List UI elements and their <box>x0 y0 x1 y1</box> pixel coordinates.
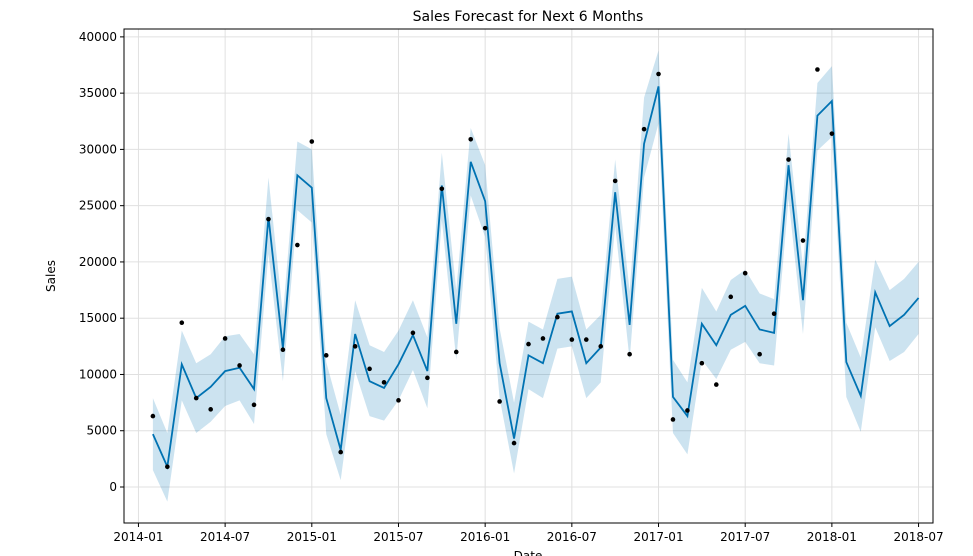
actual-point <box>540 336 546 341</box>
y-tick-label: 35000 <box>79 86 117 100</box>
y-tick-label: 20000 <box>79 255 117 269</box>
actual-point <box>208 407 213 412</box>
x-axis-label: Date <box>514 549 543 556</box>
y-tick-label: 0 <box>109 480 117 494</box>
y-tick-label: 25000 <box>79 199 117 213</box>
actual-point <box>381 380 387 385</box>
chart-title: Sales Forecast for Next 6 Months <box>413 9 644 25</box>
actual-point <box>237 363 242 368</box>
actual-point <box>757 351 762 357</box>
actual-point <box>742 270 748 276</box>
actual-point <box>583 337 589 342</box>
actual-point <box>280 347 286 353</box>
actual-point <box>670 417 676 422</box>
actual-point <box>193 395 199 401</box>
x-tick-label: 2015-01 <box>287 530 337 544</box>
x-tick-label: 2018-01 <box>807 530 857 544</box>
x-tick-label: 2015-07 <box>373 530 423 544</box>
x-tick-label: 2017-01 <box>633 530 683 544</box>
actual-point <box>771 311 777 316</box>
x-tick-label: 2018-07 <box>893 530 943 544</box>
actual-point <box>511 440 517 446</box>
actual-point <box>482 225 488 231</box>
x-tick-label: 2014-01 <box>113 530 163 544</box>
actual-point <box>338 449 343 455</box>
actual-point <box>714 382 719 387</box>
actual-point <box>685 408 690 413</box>
actual-point <box>150 413 156 419</box>
uncertainty-band <box>152 50 919 502</box>
actual-point <box>367 366 372 372</box>
actual-point <box>295 242 300 248</box>
actual-point <box>251 402 257 408</box>
y-tick-label: 10000 <box>79 367 117 381</box>
actual-point <box>555 314 560 320</box>
actual-point <box>598 344 604 349</box>
actual-point <box>569 337 575 342</box>
actual-point <box>165 464 170 470</box>
actual-point <box>526 341 531 347</box>
plot-frame <box>123 28 934 524</box>
actual-point <box>323 353 329 358</box>
actual-point <box>699 360 705 366</box>
y-tick-label: 40000 <box>79 30 117 44</box>
actual-point <box>656 71 661 77</box>
actual-point <box>179 320 185 325</box>
y-tick-label: 30000 <box>79 142 117 156</box>
x-tick-label: 2016-01 <box>460 530 510 544</box>
y-tick-label: 15000 <box>79 311 117 325</box>
actual-point <box>439 186 445 192</box>
x-tick-label: 2017-07 <box>720 530 770 544</box>
actual-point <box>222 336 228 341</box>
actual-point <box>612 178 618 184</box>
x-tick-label: 2016-07 <box>547 530 597 544</box>
actual-point <box>627 351 632 357</box>
y-tick-label: 5000 <box>86 424 117 438</box>
x-tick-label: 2014-07 <box>200 530 250 544</box>
actual-point <box>468 136 474 142</box>
actual-point <box>728 294 734 300</box>
actual-point <box>786 157 791 162</box>
actual-point <box>266 216 271 222</box>
y-axis-label: Sales <box>44 260 58 292</box>
actual-point <box>641 126 647 132</box>
actual-point <box>800 238 806 243</box>
actual-point <box>829 131 835 136</box>
actual-point <box>815 67 820 72</box>
forecast-line <box>152 86 920 470</box>
actual-point <box>453 349 459 355</box>
actual-point <box>352 344 358 349</box>
actual-point <box>309 139 315 144</box>
actual-point <box>425 375 430 381</box>
actual-point <box>396 398 401 403</box>
actual-point <box>497 399 502 404</box>
actual-point <box>410 330 416 336</box>
